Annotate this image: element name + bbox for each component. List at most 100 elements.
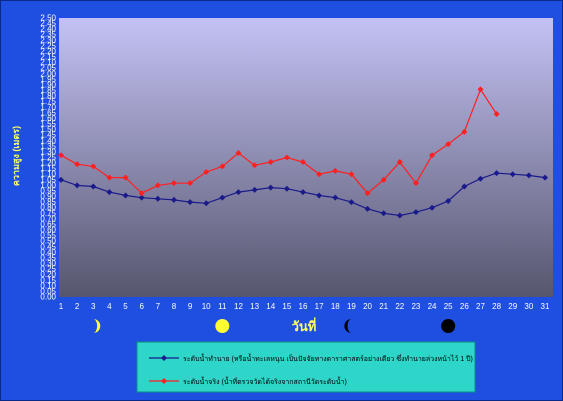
y-tick-label: 0.85 [40,198,56,207]
series-1-point [235,150,242,157]
y-tick-label: 0.80 [40,203,56,212]
y-tick-label: 2.30 [40,36,56,45]
series-0-point [138,194,145,201]
y-tick-label: 1.75 [40,97,56,106]
x-tick-label: 2 [75,302,80,311]
y-tick-label: 0.05 [40,287,56,296]
x-tick-label: 14 [266,302,275,311]
series-1-point [106,174,113,181]
series-0-point [203,200,210,207]
series-0-point [316,192,323,199]
y-tick-label: 2.20 [40,47,56,56]
series-1-point [332,167,339,174]
x-tick-label: 8 [172,302,177,311]
x-tick-label: 29 [508,302,517,311]
x-tick-label: 3 [91,302,96,311]
series-0-point [300,189,306,196]
y-tick-label: 0.50 [40,237,56,246]
waxing-crescent-moon-icon [93,319,101,333]
series-1-point [58,152,64,159]
series-1-point [412,180,419,187]
series-1-point [90,163,97,170]
y-tick-label: 2.45 [40,19,56,28]
y-tick-label: 1.60 [40,114,56,123]
y-tick-label: 1.05 [40,175,56,184]
y-tick-label: 0.20 [40,270,56,279]
series-0-point [122,192,129,199]
series-1-point [74,161,81,168]
y-tick-label: 0.00 [40,293,56,302]
series-0-point [542,174,548,181]
y-tick-label: 0.35 [40,253,56,262]
series-1-point [445,141,452,148]
x-tick-label: 30 [524,302,533,311]
y-tick-label: 1.25 [40,153,56,162]
new-moon-icon [441,319,456,333]
y-tick-label: 2.15 [40,53,56,62]
y-tick-label: 1.55 [40,120,56,129]
y-tick-label: 0.45 [40,242,56,251]
series-1-point [300,158,306,165]
series-1-point [493,110,500,117]
y-tick-label: 2.25 [40,41,56,50]
x-tick-label: 31 [541,302,550,311]
y-tick-label: 1.20 [40,159,56,168]
series-0-point [429,204,436,211]
x-tick-label: 25 [444,302,453,311]
y-tick-label: 0.25 [40,265,56,274]
y-tick-label: 2.35 [40,30,56,39]
x-tick-label: 16 [299,302,308,311]
y-tick-label: 1.30 [40,147,56,156]
x-tick-label: 9 [188,302,193,311]
legend-marker-predicted [161,355,167,361]
y-tick-label: 1.50 [40,125,56,134]
series-1-point [219,163,226,170]
series-0-point [412,209,419,216]
x-tick-label: 1 [59,302,64,311]
series-0-point [90,183,97,190]
series-0-point [251,186,258,193]
x-tick-label: 28 [492,302,501,311]
y-tick-label: 1.70 [40,103,56,112]
series-0-point [267,184,274,191]
y-tick-label: 2.00 [40,69,56,78]
y-tick-label: 1.15 [40,164,56,173]
y-axis-title: ความสูง (เมตร) [11,126,22,186]
y-tick-label: 2.50 [40,14,56,23]
series-1-point [348,171,355,178]
y-tick-label: 1.35 [40,142,56,151]
series-1-point [203,169,210,176]
y-tick-label: 0.55 [40,231,56,240]
x-tick-label: 17 [315,302,324,311]
series-0-point [332,194,339,201]
y-tick-label: 0.15 [40,276,56,285]
y-tick-label: 0.65 [40,220,56,229]
series-0-point [235,189,242,196]
y-tick-label: 1.95 [40,75,56,84]
y-tick-label: 2.05 [40,64,56,73]
y-tick-label: 1.65 [40,108,56,117]
plot-area [59,18,553,297]
y-tick-label: 0.90 [40,192,56,201]
y-tick-label: 0.95 [40,186,56,195]
y-tick-label: 0.30 [40,259,56,268]
series-1-point [170,180,177,187]
x-tick-label: 22 [395,302,404,311]
x-tick-label: 20 [363,302,372,311]
series-1-point [138,190,145,197]
series-1-point [477,86,484,93]
y-tick-label: 2.10 [40,58,56,67]
series-0-point [364,205,371,212]
series-0-point [154,195,161,202]
y-tick-label: 1.85 [40,86,56,95]
y-tick-label: 0.75 [40,209,56,218]
series-0-point [445,198,452,205]
series-1-point [396,158,403,165]
x-tick-label: 21 [379,302,388,311]
series-1-point [316,171,323,178]
series-line-1 [60,88,498,195]
series-0-point [461,183,468,190]
series-0-point [106,189,113,196]
series-0-point [525,172,532,179]
